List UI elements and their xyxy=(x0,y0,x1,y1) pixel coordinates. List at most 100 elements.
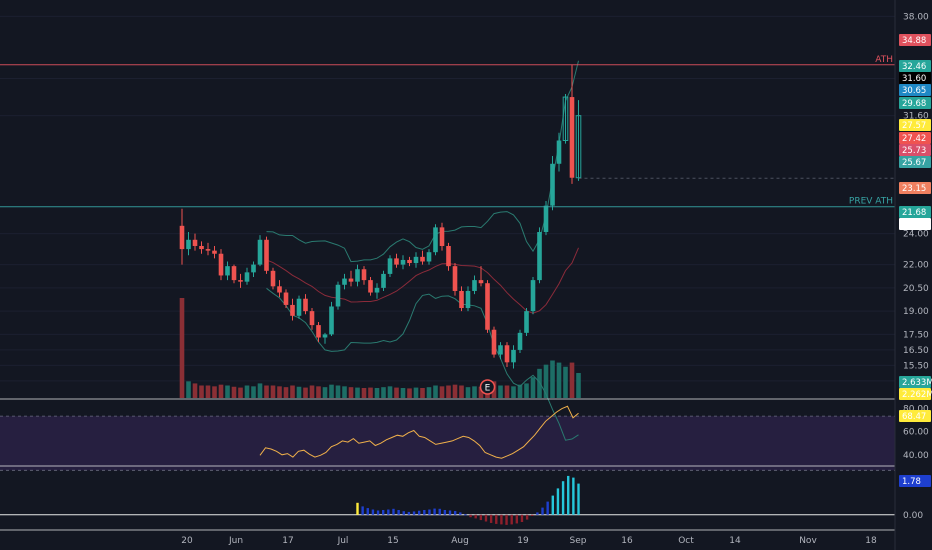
volume-bar-61 xyxy=(576,373,581,398)
candle-body-56 xyxy=(543,205,549,233)
price-badge-4: 29.68 xyxy=(902,99,926,109)
candle-body-9 xyxy=(238,280,243,282)
volume-bar-60 xyxy=(569,362,575,398)
candle-body-16 xyxy=(283,292,289,305)
price-badge-8-bg xyxy=(899,156,931,168)
macd-bar-28 xyxy=(500,514,503,525)
volume-bar-38 xyxy=(426,387,432,398)
macd-bar-12 xyxy=(417,510,421,515)
candle-body-35 xyxy=(407,259,412,264)
candle-body-38 xyxy=(426,252,432,262)
candle-body-33 xyxy=(394,258,399,265)
time-tick-3: Jul xyxy=(337,536,349,546)
macd-bar-31 xyxy=(515,514,519,524)
volume-bar-52 xyxy=(517,384,523,398)
candle-body-12 xyxy=(257,239,263,265)
volume-bar-16 xyxy=(283,387,289,398)
earnings-circle[interactable] xyxy=(479,379,496,395)
volume-bar-7 xyxy=(225,385,230,398)
candle-body-45 xyxy=(472,280,477,291)
macd-bar-30 xyxy=(510,514,513,525)
time-tick-7: Sep xyxy=(570,536,587,546)
candle-body-8 xyxy=(231,266,237,281)
rsi-path xyxy=(259,405,579,459)
volume-bar-35 xyxy=(407,388,412,398)
volume-bar-37 xyxy=(420,388,425,398)
volume-bar-18 xyxy=(296,386,302,398)
volume-badge-1: 2.262M xyxy=(902,390,932,400)
volume-bar-23 xyxy=(329,384,334,398)
volume-bar-9 xyxy=(238,387,243,398)
macd-bar-40 xyxy=(561,481,565,515)
volume-bar-6 xyxy=(218,384,224,398)
candle-body-19 xyxy=(303,298,308,312)
price-badge-5: 27.57 xyxy=(902,121,926,131)
price-tick-9: 15.50 xyxy=(903,361,929,371)
time-tick-4: 15 xyxy=(387,536,398,546)
macd-bar-17 xyxy=(443,510,447,515)
volume-bar-5 xyxy=(212,386,217,398)
candle-body-23 xyxy=(329,306,334,335)
volume-badge-0-bg xyxy=(899,376,931,388)
macd-bar-9 xyxy=(402,511,405,515)
price-badge-2-bg xyxy=(899,72,931,84)
macd-bar-18 xyxy=(448,510,452,515)
volume-bar-59 xyxy=(563,366,568,398)
macd-bar-35 xyxy=(536,512,539,515)
volume-bar-20 xyxy=(309,385,315,398)
price-tick-6: 19.00 xyxy=(903,307,929,317)
candle-body-49 xyxy=(498,345,503,355)
ref-line-label-0: ATH xyxy=(875,55,893,65)
volume-bar-56 xyxy=(543,364,549,398)
macd-bar-10 xyxy=(407,511,411,515)
candle-body-54 xyxy=(530,280,536,312)
candle-body-30 xyxy=(374,287,380,293)
price-badge-1: 32.46 xyxy=(902,62,926,72)
volume-bar-14 xyxy=(270,385,276,398)
volume-bar-33 xyxy=(394,387,399,398)
macd-bar-32 xyxy=(520,514,524,522)
candle-body-50 xyxy=(504,345,510,363)
candle-body-28 xyxy=(361,269,367,281)
rsi-tick-1: 60.00 xyxy=(903,428,929,438)
price-badge-7: 25.73 xyxy=(902,146,926,156)
volume-bar-10 xyxy=(244,385,250,398)
candle-body-55 xyxy=(537,232,542,281)
candle-body-2 xyxy=(192,239,198,246)
macd-bar-43 xyxy=(577,483,580,515)
macd-bar-15 xyxy=(433,508,436,515)
macd-bar-6 xyxy=(387,509,390,515)
volume-bar-21 xyxy=(316,386,321,398)
macd-badge: 1.78 xyxy=(902,477,921,487)
candle-body-3 xyxy=(199,245,204,250)
time-tick-9: Oct xyxy=(678,536,694,546)
volume-bar-44 xyxy=(465,387,471,398)
macd-bar-24 xyxy=(479,514,483,521)
rsi-tick-0: 80.00 xyxy=(903,405,929,415)
macd-bar-16 xyxy=(438,508,441,515)
candle-body-57 xyxy=(550,163,555,206)
macd-bar-3 xyxy=(371,509,375,515)
price-badge-7-bg xyxy=(899,144,931,156)
macd-histogram xyxy=(0,475,895,525)
macd-bar-21 xyxy=(464,514,467,516)
volume-bar-17 xyxy=(290,385,295,398)
candle-body-34 xyxy=(400,259,406,265)
earnings-marker[interactable]: E xyxy=(479,379,496,395)
volume-bar-26 xyxy=(348,387,354,398)
volume-bar-43 xyxy=(459,385,464,398)
rsi-band xyxy=(0,415,895,471)
price-badge-3: 30.65 xyxy=(902,86,926,96)
candle-body-31 xyxy=(381,273,386,288)
time-tick-2: 17 xyxy=(282,536,293,546)
candle-body-51 xyxy=(511,349,516,363)
candle-body-24 xyxy=(335,284,341,307)
volume-bar-13 xyxy=(264,385,269,398)
price-badge-0-bg xyxy=(899,34,931,46)
volume-bar-55 xyxy=(537,368,542,398)
price-badge-11: 21.07 xyxy=(902,220,926,230)
price-badge-6-bg xyxy=(899,132,931,144)
macd-bar-29 xyxy=(505,514,508,525)
volume-bar-22 xyxy=(322,387,328,398)
candle-body-10 xyxy=(244,272,250,282)
